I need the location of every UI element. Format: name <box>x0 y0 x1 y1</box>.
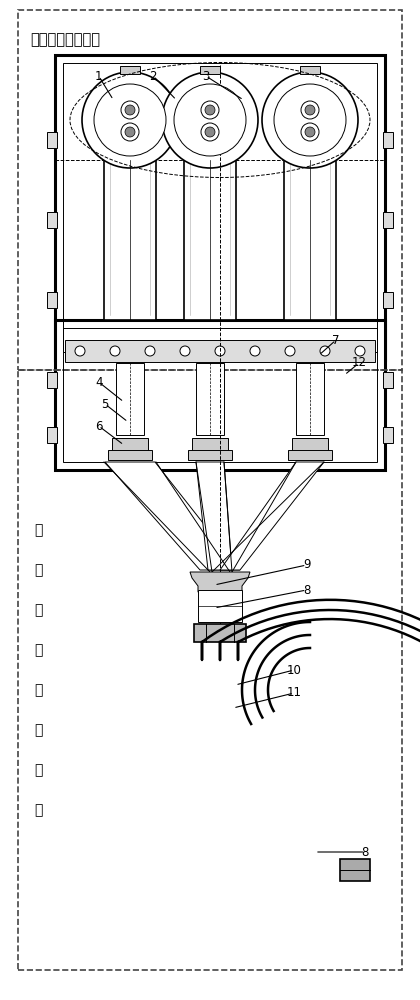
Circle shape <box>94 84 166 156</box>
Text: 6: 6 <box>95 420 102 432</box>
Circle shape <box>82 72 178 168</box>
Bar <box>198 590 242 622</box>
Circle shape <box>125 105 135 115</box>
Circle shape <box>145 346 155 356</box>
Bar <box>194 624 246 642</box>
Text: 11: 11 <box>286 686 302 700</box>
Text: 电气连接改善单元: 电气连接改善单元 <box>30 32 100 47</box>
Bar <box>47 372 57 388</box>
Circle shape <box>201 101 219 119</box>
Text: 12: 12 <box>352 357 367 369</box>
Circle shape <box>121 123 139 141</box>
Text: 8: 8 <box>362 846 369 858</box>
Circle shape <box>250 346 260 356</box>
Bar <box>47 292 57 308</box>
Circle shape <box>205 127 215 137</box>
Circle shape <box>355 346 365 356</box>
Text: 3: 3 <box>202 70 210 83</box>
Circle shape <box>201 123 219 141</box>
Text: 10: 10 <box>286 664 302 676</box>
Bar <box>383 212 393 228</box>
Text: 5: 5 <box>101 397 109 410</box>
Bar <box>184 160 236 320</box>
Bar <box>47 212 57 228</box>
Text: 单: 单 <box>34 763 42 777</box>
Circle shape <box>320 346 330 356</box>
Bar <box>383 372 393 388</box>
Bar <box>65 340 375 362</box>
Text: 1: 1 <box>95 70 102 83</box>
Bar <box>383 132 393 148</box>
Bar <box>292 438 328 452</box>
Text: 7: 7 <box>332 334 340 347</box>
Bar <box>18 370 402 970</box>
Bar <box>383 427 393 443</box>
Bar <box>63 328 377 462</box>
Text: 9: 9 <box>303 558 310 572</box>
Text: 改: 改 <box>34 683 42 697</box>
Circle shape <box>262 72 358 168</box>
Bar <box>188 450 232 460</box>
Circle shape <box>215 346 225 356</box>
Circle shape <box>110 346 120 356</box>
Text: 械: 械 <box>34 563 42 577</box>
Circle shape <box>125 127 135 137</box>
Circle shape <box>285 346 295 356</box>
Bar <box>55 320 385 470</box>
Circle shape <box>174 84 246 156</box>
Bar <box>288 450 332 460</box>
Text: 应: 应 <box>34 603 42 617</box>
Circle shape <box>205 105 215 115</box>
Bar <box>284 160 336 320</box>
Text: 4: 4 <box>95 375 102 388</box>
Circle shape <box>75 346 85 356</box>
Polygon shape <box>105 462 240 570</box>
Bar <box>300 66 320 74</box>
Text: 8: 8 <box>303 584 310 596</box>
Circle shape <box>121 101 139 119</box>
Bar <box>296 363 324 435</box>
Bar <box>104 160 156 320</box>
Bar <box>196 363 224 435</box>
Circle shape <box>301 123 319 141</box>
Text: 善: 善 <box>34 723 42 737</box>
Bar <box>55 55 385 360</box>
Polygon shape <box>190 572 250 592</box>
Circle shape <box>305 127 315 137</box>
Polygon shape <box>220 462 324 570</box>
Bar <box>120 66 140 74</box>
Circle shape <box>274 84 346 156</box>
Circle shape <box>162 72 258 168</box>
Bar <box>47 132 57 148</box>
Bar <box>47 427 57 443</box>
Bar <box>108 450 152 460</box>
Text: 2: 2 <box>150 70 157 83</box>
Bar <box>112 438 148 452</box>
Text: 力: 力 <box>34 643 42 657</box>
Circle shape <box>301 101 319 119</box>
Bar <box>116 363 144 435</box>
Circle shape <box>180 346 190 356</box>
Bar <box>63 63 377 352</box>
Bar <box>18 10 402 370</box>
Bar <box>340 859 370 881</box>
Bar <box>192 438 228 452</box>
Polygon shape <box>196 462 232 570</box>
Text: 机: 机 <box>34 523 42 537</box>
Text: 元: 元 <box>34 803 42 817</box>
Bar <box>200 66 220 74</box>
Bar <box>383 292 393 308</box>
Circle shape <box>305 105 315 115</box>
